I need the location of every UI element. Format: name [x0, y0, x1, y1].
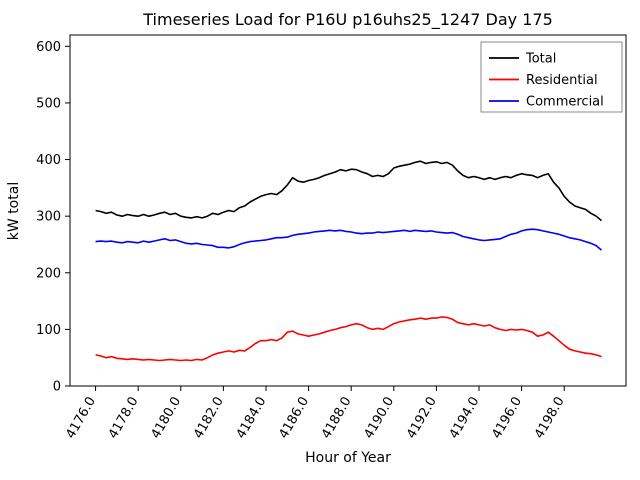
axes-frame — [69, 34, 627, 387]
x-tick-label: 4198.0 — [532, 395, 568, 442]
x-tick-label: 4182.0 — [191, 395, 227, 442]
residential-line — [95, 316, 602, 362]
x-tick-label: 4176.0 — [63, 395, 99, 442]
x-tick-label: 4196.0 — [489, 395, 525, 442]
x-axis-label: Hour of Year — [305, 450, 391, 466]
y-tick-label: 100 — [36, 323, 61, 338]
legend-label-residential: Residential — [526, 73, 598, 88]
y-axis-label: kW total — [6, 182, 22, 240]
x-tick-label: 4192.0 — [404, 395, 440, 442]
y-tick-label: 200 — [36, 266, 61, 281]
chart-title: Timeseries Load for P16U p16uhs25_1247 D… — [142, 10, 553, 30]
x-tick-label: 4194.0 — [447, 394, 483, 441]
commercial-line — [95, 228, 603, 251]
legend-label-commercial: Commercial — [526, 95, 604, 110]
y-tick-label: 600 — [36, 40, 61, 55]
y-tick-label: 400 — [36, 153, 61, 168]
total-line — [95, 160, 603, 222]
x-tick-label: 4190.0 — [362, 395, 398, 442]
y-tick-label: 500 — [36, 96, 61, 111]
x-tick-label: 4184.0 — [234, 395, 270, 442]
x-tick-label: 4188.0 — [319, 395, 355, 442]
y-tick-label: 300 — [36, 210, 61, 225]
y-tick-label: 0 — [53, 380, 61, 395]
x-tick-label: 4180.0 — [148, 395, 184, 442]
x-tick-label: 4178.0 — [106, 395, 142, 442]
legend-label-total: Total — [525, 52, 556, 67]
x-tick-label: 4186.0 — [276, 395, 312, 442]
